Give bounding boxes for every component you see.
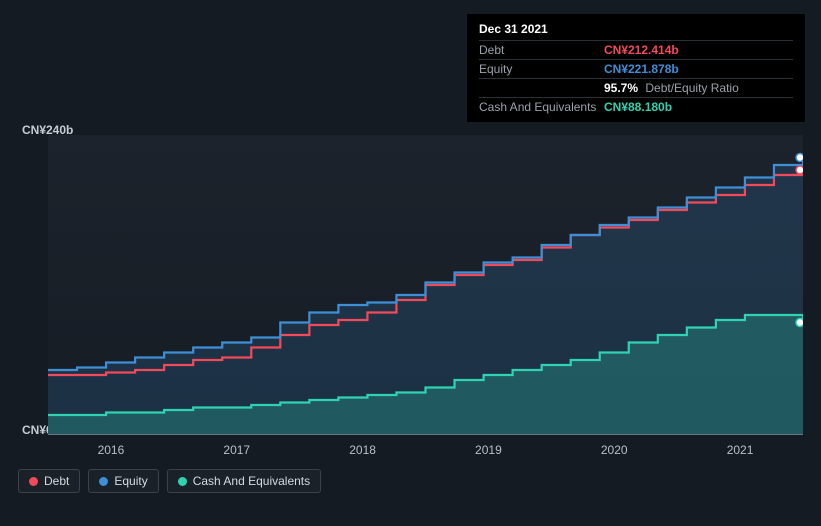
tooltip-label-ratio [479, 81, 604, 95]
tooltip-value-ratio-wrap: 95.7% Debt/Equity Ratio [604, 81, 739, 95]
end-dot-equity [796, 154, 803, 162]
tooltip-label-cash: Cash And Equivalents [479, 100, 604, 114]
tooltip-row-cash: Cash And Equivalents CN¥88.180b [479, 97, 793, 116]
end-dot-debt [796, 166, 803, 174]
x-axis-label: 2021 [677, 443, 803, 457]
tooltip-row-debt: Debt CN¥212.414b [479, 40, 793, 59]
x-axis-label: 2019 [425, 443, 551, 457]
x-axis-label: 2020 [551, 443, 677, 457]
legend-label-cash: Cash And Equivalents [193, 474, 310, 488]
tooltip-ratio-suffix: Debt/Equity Ratio [645, 81, 738, 95]
tooltip-date: Dec 31 2021 [479, 22, 793, 36]
legend-item-cash[interactable]: Cash And Equivalents [167, 469, 321, 493]
legend-dot-cash [178, 477, 187, 486]
legend-dot-equity [99, 477, 108, 486]
legend: Debt Equity Cash And Equivalents [18, 469, 321, 493]
legend-dot-debt [29, 477, 38, 486]
tooltip-panel: Dec 31 2021 Debt CN¥212.414b Equity CN¥2… [467, 14, 805, 122]
tooltip-value-debt: CN¥212.414b [604, 43, 679, 57]
plot-area[interactable] [48, 135, 803, 435]
tooltip-row-equity: Equity CN¥221.878b [479, 59, 793, 78]
end-dot-cash [796, 319, 803, 327]
x-axis-label: 2018 [300, 443, 426, 457]
tooltip-label-equity: Equity [479, 62, 604, 76]
legend-label-debt: Debt [44, 474, 69, 488]
chart-svg [48, 135, 803, 435]
x-axis-label: 2017 [174, 443, 300, 457]
tooltip-value-ratio: 95.7% [604, 81, 638, 95]
tooltip-value-equity: CN¥221.878b [604, 62, 679, 76]
x-axis-label: 2016 [48, 443, 174, 457]
x-axis-labels: 201620172018201920202021 [48, 443, 803, 457]
legend-item-debt[interactable]: Debt [18, 469, 80, 493]
legend-item-equity[interactable]: Equity [88, 469, 158, 493]
tooltip-label-debt: Debt [479, 43, 604, 57]
chart-container: { "tooltip": { "date": "Dec 31 2021", "r… [0, 0, 821, 526]
tooltip-row-ratio: 95.7% Debt/Equity Ratio [479, 78, 793, 97]
tooltip-value-cash: CN¥88.180b [604, 100, 672, 114]
legend-label-equity: Equity [114, 474, 147, 488]
